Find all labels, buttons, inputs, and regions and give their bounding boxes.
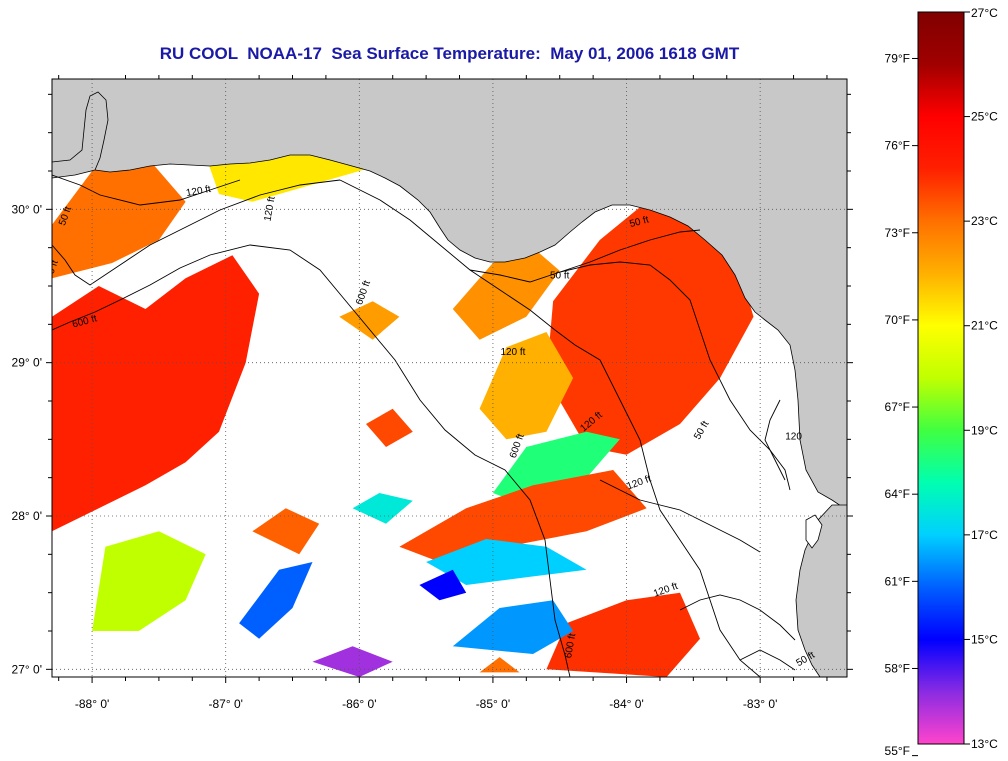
contour-label: 50 ft <box>628 214 650 230</box>
sst-region-west-purple-patch <box>419 569 467 601</box>
sst-region-south-orange-patch <box>479 657 520 673</box>
contour-label: 50 ft <box>550 270 570 281</box>
sst-region-southwest-mixed <box>92 531 206 631</box>
lon-tick-label: -86° 0' <box>342 697 376 711</box>
axis-labels: -88° 0' -87° 0' -86° 0' -85° 0' -84° 0' -83° … <box>12 202 778 711</box>
gridlines <box>52 79 847 677</box>
colorbar <box>917 11 965 745</box>
lon-tick-label: -84° 0' <box>609 697 643 711</box>
sst-region-southwest-blue <box>239 562 313 639</box>
contour-label: 120 ft <box>262 195 277 222</box>
colorbar-label-fahrenheit: 76°F <box>885 139 910 153</box>
colorbar-label-celsius: 25°C <box>971 110 998 124</box>
axis-ticks <box>46 75 853 683</box>
sst-region-warm-band-south <box>399 470 647 562</box>
lon-tick-label: -85° 0' <box>476 697 510 711</box>
lat-tick-label: 27° 0' <box>12 662 42 676</box>
contour-label: 600 ft <box>563 632 578 659</box>
colorbar-label-fahrenheit: 64°F <box>885 487 910 501</box>
land-tampa-bay <box>805 514 823 549</box>
contour-label: 120 ft <box>500 347 525 358</box>
colorbar-label-celsius: 19°C <box>971 423 998 437</box>
plot-frame <box>51 78 848 678</box>
colorbar-label-fahrenheit: 67°F <box>885 400 910 414</box>
land-mobile-peninsula <box>52 91 109 179</box>
sst-region-southeast-warm <box>546 592 700 677</box>
colorbar-label-fahrenheit: 58°F <box>885 661 910 675</box>
colorbar-label-fahrenheit: 61°F <box>885 574 910 588</box>
lon-tick-label: -83° 0' <box>743 697 777 711</box>
colorbar-label-fahrenheit: 79°F <box>885 51 910 65</box>
map-title: RU COOL NOAA-17 Sea Surface Temperature:… <box>159 44 740 63</box>
lon-tick-label: -88° 0' <box>75 697 109 711</box>
colorbar-label-fahrenheit: 70°F <box>885 313 910 327</box>
colorbar-labels: 27°C 25°C 23°C 21°C 19°C 17°C 15°C 13°C 79°F 76°F… <box>885 6 999 758</box>
contour-label: 120 <box>785 431 802 442</box>
lat-tick-label: 30° 0' <box>12 202 42 216</box>
sst-region-western-warm-band <box>52 255 260 532</box>
colorbar-label-celsius: 13°C <box>971 737 998 751</box>
sst-region-central-yellow <box>479 332 574 440</box>
contour-label: 50 ft <box>44 259 61 281</box>
lat-tick-label: 29° 0' <box>12 356 42 370</box>
colorbar-label-celsius: 23°C <box>971 214 998 228</box>
sst-region-pensacola-shelf <box>52 163 186 279</box>
sst-region-mid-orange-patch <box>252 508 320 555</box>
colorbar-label-celsius: 17°C <box>971 528 998 542</box>
lat-tick-label: 28° 0' <box>12 509 42 523</box>
colorbar-label-celsius: 21°C <box>971 319 998 333</box>
sst-region-center-orange-patch <box>366 408 413 447</box>
colorbar-label-fahrenheit: 55°F <box>885 744 910 758</box>
land-northern-coast <box>52 79 847 511</box>
sst-region-cool-filament-south <box>452 600 574 654</box>
sst-region-big-bend-warm <box>546 201 754 455</box>
sst-region-small-cyan-patch <box>352 493 413 524</box>
lon-tick-label: -87° 0' <box>208 697 242 711</box>
colorbar-label-fahrenheit: 73°F <box>885 226 910 240</box>
colorbar-label-celsius: 15°C <box>971 632 998 646</box>
contour-label: 120 ft <box>185 184 212 199</box>
colorbar-label-celsius: 27°C <box>971 6 998 20</box>
